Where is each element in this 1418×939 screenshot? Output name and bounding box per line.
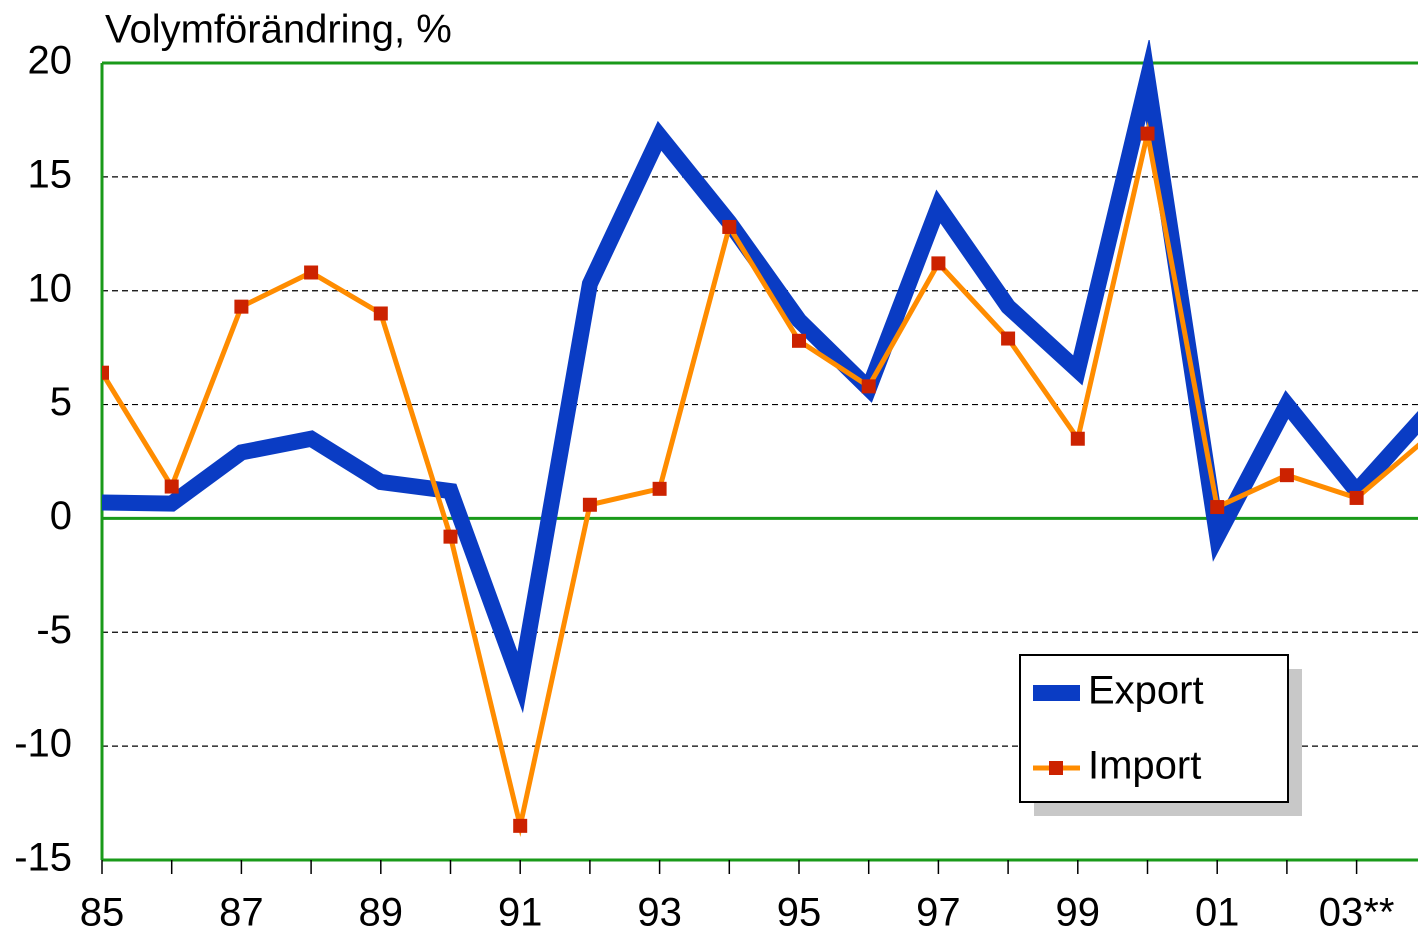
x-tick-label: 97 [916, 891, 961, 935]
legend-marker [1049, 761, 1063, 775]
x-tick-label: 91 [498, 891, 543, 935]
x-tick-label: 93 [637, 891, 682, 935]
x-tick-label: 95 [777, 891, 822, 935]
point-marker [652, 481, 667, 496]
y-tick-label: 15 [28, 152, 73, 196]
series-line [102, 40, 1418, 714]
x-tick-label: 85 [80, 891, 125, 935]
legend-label: Export [1088, 669, 1204, 713]
point-marker [1001, 331, 1016, 346]
point-marker [1070, 431, 1085, 446]
series-line [102, 121, 1418, 838]
point-marker [1349, 490, 1364, 505]
point-marker [443, 529, 458, 544]
y-tick-label: 5 [50, 380, 72, 424]
point-marker [513, 818, 528, 833]
point-marker [234, 299, 249, 314]
x-tick-label: 87 [219, 891, 264, 935]
y-tick-label: -5 [36, 608, 72, 652]
y-tick-label: 10 [28, 266, 73, 310]
plot-lines [102, 40, 1418, 838]
y-tick-label: -10 [14, 722, 72, 766]
point-marker [1279, 468, 1294, 483]
point-marker [304, 265, 319, 280]
point-marker [373, 306, 388, 321]
point-marker [164, 479, 179, 494]
point-marker [722, 219, 737, 234]
y-tick-label: -15 [14, 836, 72, 880]
x-tick-label: 01 [1195, 891, 1240, 935]
point-marker [1210, 500, 1225, 515]
x-tick-label: 89 [359, 891, 404, 935]
x-tick-label: 99 [1056, 891, 1101, 935]
x-tick-label: 03** [1319, 891, 1395, 935]
point-marker [102, 365, 109, 380]
y-tick-label: 0 [50, 494, 72, 538]
point-marker [582, 497, 597, 512]
y-axis-label: Volymförändring, % [105, 8, 452, 52]
point-marker [931, 256, 946, 271]
point-marker [1140, 126, 1155, 141]
y-tick-label: 20 [28, 39, 73, 83]
legend-box [1019, 654, 1289, 803]
legend-label: Import [1088, 744, 1201, 788]
point-marker [792, 333, 806, 348]
point-marker [861, 379, 876, 394]
